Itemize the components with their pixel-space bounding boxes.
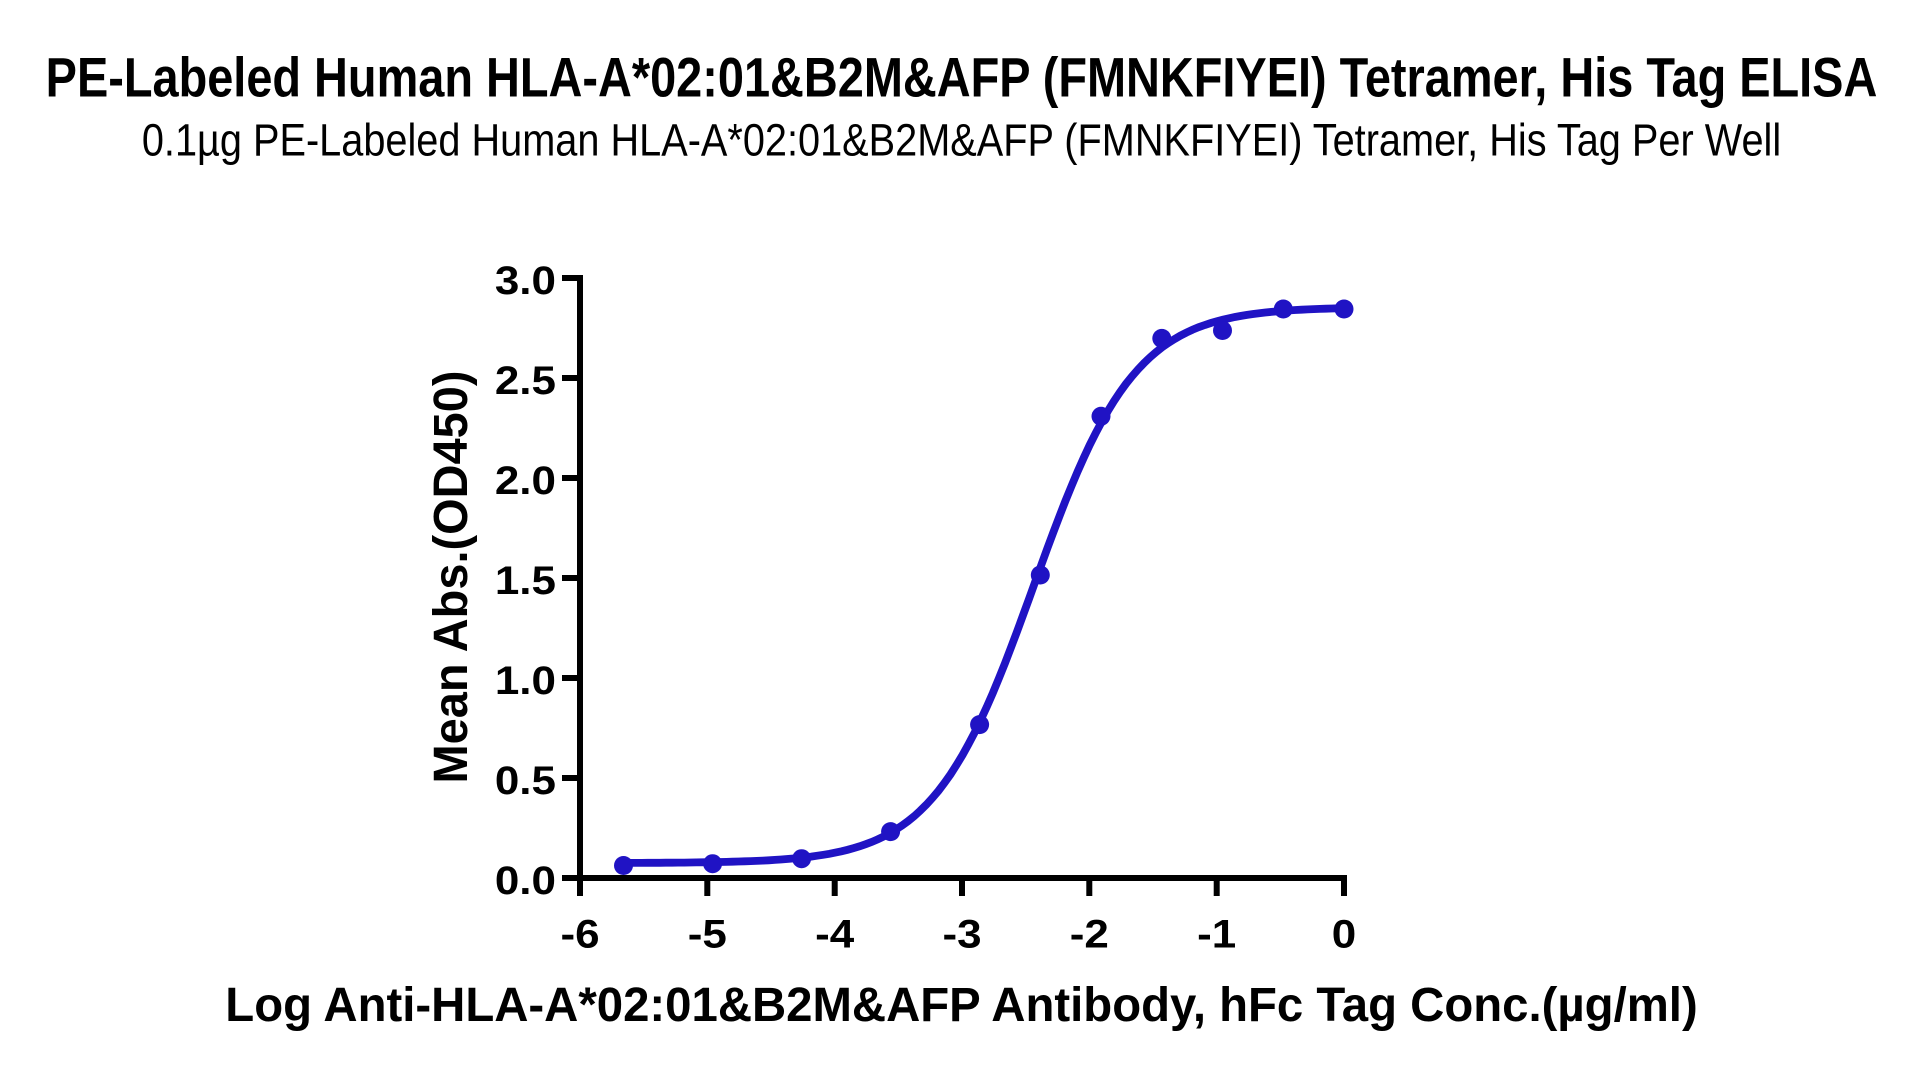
svg-text:Log Anti-HLA-A*02:01&B2M&AFP A: Log Anti-HLA-A*02:01&B2M&AFP Antibody, h…	[225, 979, 1697, 1032]
svg-text:1.0: 1.0	[495, 658, 556, 703]
svg-text:-1: -1	[1197, 911, 1236, 956]
svg-text:2.0: 2.0	[495, 458, 556, 503]
svg-text:1.5: 1.5	[495, 558, 556, 603]
svg-text:-5: -5	[688, 911, 727, 956]
svg-text:Mean Abs.(OD450): Mean Abs.(OD450)	[425, 371, 479, 784]
svg-text:-3: -3	[942, 911, 981, 956]
svg-text:-4: -4	[815, 911, 855, 956]
svg-text:3.0: 3.0	[495, 258, 556, 303]
svg-text:0.5: 0.5	[495, 758, 556, 803]
svg-text:-2: -2	[1070, 911, 1109, 956]
svg-text:0.1µg PE-Labeled Human HLA-A*0: 0.1µg PE-Labeled Human HLA-A*02:01&B2M&A…	[142, 115, 1781, 165]
svg-text:0: 0	[1332, 911, 1356, 956]
svg-text:PE-Labeled Human HLA-A*02:01&B: PE-Labeled Human HLA-A*02:01&B2M&AFP (FM…	[46, 46, 1878, 109]
svg-text:0.0: 0.0	[495, 858, 556, 903]
svg-text:-6: -6	[560, 911, 599, 956]
svg-text:2.5: 2.5	[495, 358, 556, 403]
